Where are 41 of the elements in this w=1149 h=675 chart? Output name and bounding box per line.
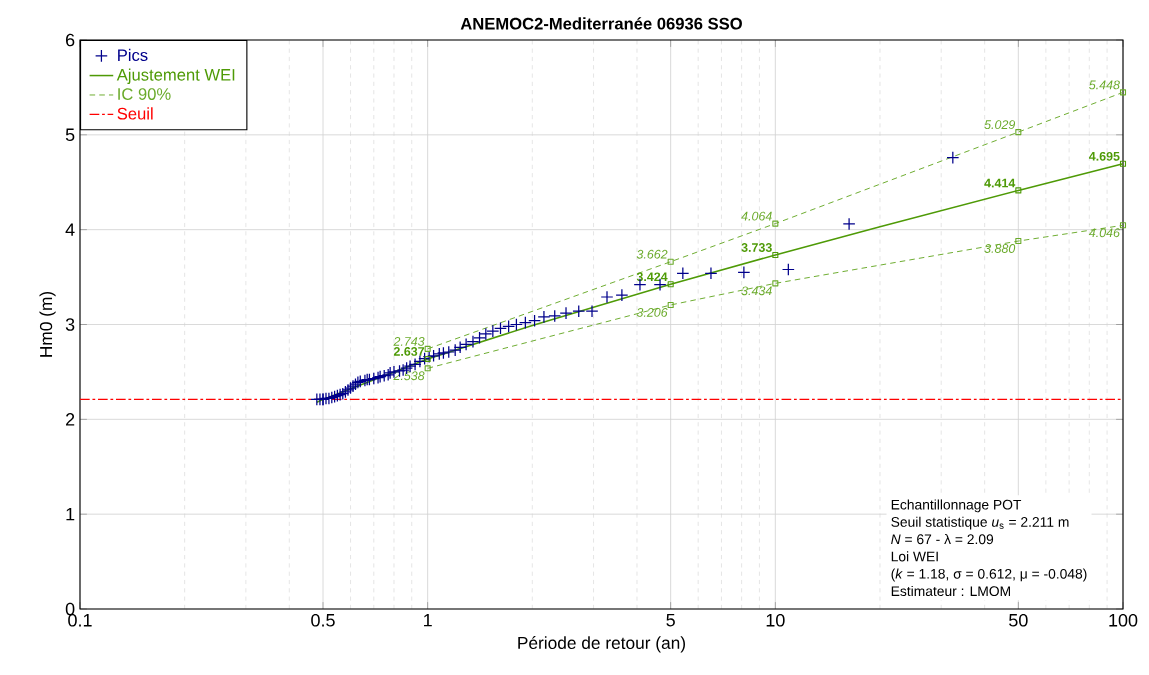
- x-tick-label: 0.1: [68, 613, 92, 627]
- data-label: 3.880: [984, 244, 1016, 253]
- y-axis-title: Hm0 (m): [39, 291, 56, 357]
- y-tick-label: 1: [66, 507, 75, 521]
- annotation: Estimateur : LMOM: [891, 585, 1010, 597]
- x-tick-label: 100: [1109, 613, 1138, 627]
- annotation: (k = 1.18, σ = 0.612, μ = -0.048): [891, 568, 1087, 582]
- legend-label: Pics: [118, 48, 148, 62]
- y-tick-label: 6: [66, 33, 75, 47]
- data-label: 3.424: [636, 272, 668, 282]
- data-label: 4.064: [741, 211, 772, 221]
- data-label: 2.743: [393, 337, 425, 346]
- data-label: 3.434: [741, 286, 772, 296]
- legend-label: Ajustement WEI: [116, 68, 235, 84]
- data-label: 4.046: [1088, 228, 1120, 238]
- data-label: 4.695: [1088, 151, 1120, 161]
- legend-label: IC 90%: [118, 88, 171, 100]
- annotation: Seuil statistique u$_{s}$ = 2.211 m: [891, 516, 1069, 530]
- data-label: 2.637: [393, 347, 425, 356]
- data-label: 3.662: [636, 249, 668, 259]
- data-label: 4.414: [984, 178, 1016, 188]
- annotation: N = 67 - λ = 2.09: [891, 533, 994, 545]
- x-tick-label: 10: [766, 613, 785, 627]
- data-label: 5.029: [984, 120, 1016, 130]
- data-label: 3.206: [636, 308, 668, 317]
- x-axis-title: Période de retour (an): [518, 636, 685, 653]
- chart-title: ANEMOC2-Mediterranée 06936 SSO: [460, 17, 742, 30]
- y-tick-label: 5: [65, 128, 75, 142]
- y-tick-label: 2: [66, 413, 75, 426]
- data-label: 5.448: [1089, 80, 1120, 90]
- x-tick-label: 50: [1009, 613, 1028, 627]
- x-tick-label: 5: [666, 613, 675, 627]
- y-tick-label: 4: [65, 223, 75, 236]
- data-label: 3.733: [741, 243, 772, 252]
- y-tick-label: 0: [65, 602, 75, 616]
- y-tick-label: 3: [65, 318, 75, 331]
- annotation: Loi WEI: [891, 551, 938, 562]
- annotation: Echantillonnage POT: [891, 499, 1022, 513]
- x-tick-label: 0.5: [311, 613, 335, 627]
- legend-label: Seuil: [117, 107, 153, 120]
- x-tick-label: 1: [424, 613, 432, 627]
